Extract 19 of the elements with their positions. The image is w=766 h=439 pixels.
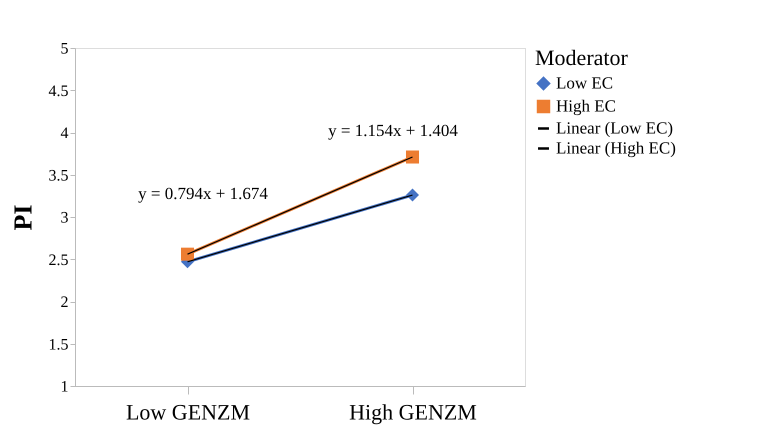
x-tick-label: Low GENZM	[126, 400, 250, 424]
x-tick-label: High GENZM	[349, 400, 477, 424]
annotation: y = 1.154x + 1.404	[328, 121, 458, 140]
legend-label: Linear (High EC)	[556, 138, 676, 158]
y-tick-label: 4.5	[48, 82, 68, 100]
y-axis-title: PI	[8, 204, 38, 230]
y-tick-label: 3	[60, 210, 68, 226]
y-tick-label: 4	[60, 125, 68, 142]
y-tick-label: 3.5	[48, 167, 68, 184]
y-tick-label: 2	[60, 294, 68, 311]
legend-title: Moderator	[535, 45, 629, 70]
legend-label: High EC	[556, 96, 616, 116]
annotation: y = 0.794x + 1.674	[138, 184, 268, 203]
legend-label: Low EC	[556, 74, 614, 92]
y-tick-label: 1.5	[48, 336, 68, 354]
legend-label: Linear (Low EC)	[556, 118, 674, 138]
y-tick-label: 5	[60, 40, 68, 58]
y-tick-label: 1	[60, 378, 68, 396]
y-tick-label: 2.5	[48, 252, 68, 269]
